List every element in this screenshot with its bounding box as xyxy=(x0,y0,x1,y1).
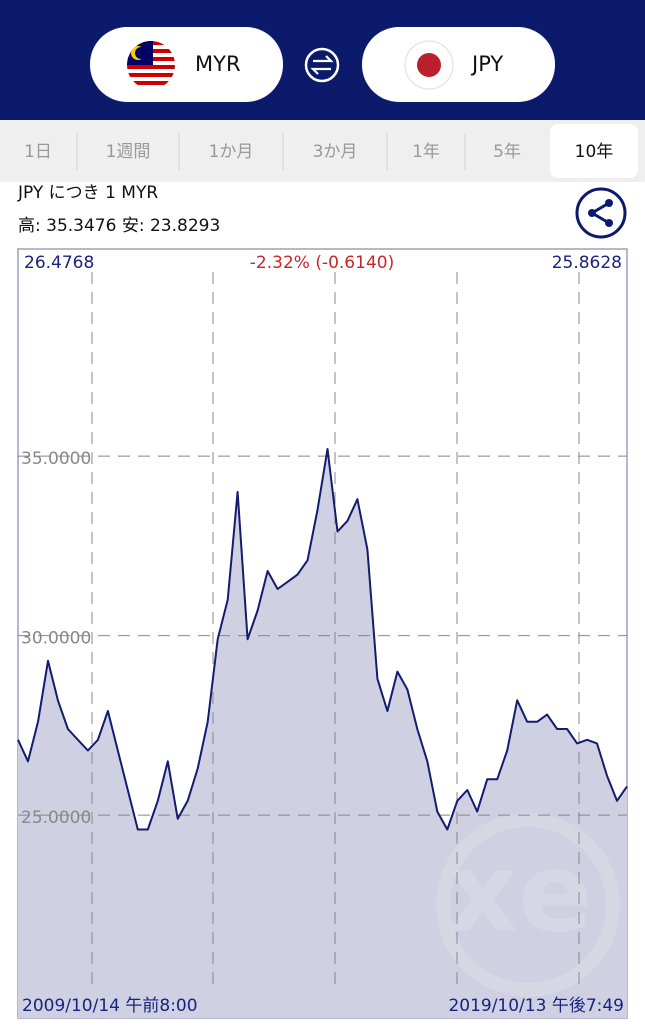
swap-button[interactable] xyxy=(304,47,340,83)
tab[interactable]: 1年 xyxy=(412,133,466,170)
end-rate: 25.8628 xyxy=(552,253,622,273)
pill xyxy=(90,27,283,102)
unit-label: JPY につき 1 MYR xyxy=(17,183,158,203)
japan-flag-dot xyxy=(417,53,441,77)
to-currency-button[interactable]: JPY xyxy=(362,27,555,102)
start-rate: 26.4768 xyxy=(24,253,94,273)
share-dot xyxy=(605,219,613,227)
tab-label: 5年 xyxy=(493,142,521,162)
tab-active-bg xyxy=(550,124,638,178)
high-low: 高: 35.3476 安: 23.8293 xyxy=(18,216,220,236)
price-line xyxy=(17,448,628,831)
tab[interactable]: 1か月 xyxy=(209,133,284,170)
y-tick-label: 30.0000 xyxy=(21,629,91,649)
tab-label: 1日 xyxy=(24,142,52,162)
tab[interactable]: 5年 xyxy=(493,142,521,162)
share-button[interactable] xyxy=(575,187,627,239)
from-currency: MYR xyxy=(195,52,241,76)
swap-circle xyxy=(304,47,340,83)
chart: xe 25.0000 30.0000 35.0000 26.4768 -2.32% (-0… xyxy=(17,248,628,1019)
y-tick-label: 25.0000 xyxy=(21,808,91,828)
share-dot xyxy=(605,199,613,207)
end-date: 2019/10/13 午後7:49 xyxy=(448,996,624,1016)
change: -2.32% (-0.6140) xyxy=(250,253,394,273)
pill xyxy=(362,27,555,102)
tab-label: 3か月 xyxy=(313,142,358,162)
to-currency: JPY xyxy=(470,52,503,76)
from-currency-button[interactable]: MYR xyxy=(90,27,283,102)
y-tick-label: 35.0000 xyxy=(21,449,91,469)
malaysia-flag xyxy=(127,41,175,89)
tab[interactable]: 3か月 xyxy=(313,133,388,170)
tab[interactable]: 1週間 xyxy=(106,133,180,170)
watermark: xe xyxy=(447,828,593,956)
tab-bar xyxy=(0,120,645,182)
tab-label: 1週間 xyxy=(106,142,151,162)
share-dot xyxy=(588,209,596,217)
swap-arrows xyxy=(310,55,334,75)
tab[interactable]: 10年 xyxy=(550,124,638,178)
area-fill xyxy=(18,449,627,1018)
tab-label: 1か月 xyxy=(209,142,254,162)
tab-label: 10年 xyxy=(575,142,614,162)
tab[interactable]: 1日 xyxy=(24,133,78,170)
tab-label: 1年 xyxy=(412,142,440,162)
watermark-ring xyxy=(436,813,620,997)
share-circle xyxy=(575,187,627,239)
start-date: 2009/10/14 午前8:00 xyxy=(22,996,198,1016)
